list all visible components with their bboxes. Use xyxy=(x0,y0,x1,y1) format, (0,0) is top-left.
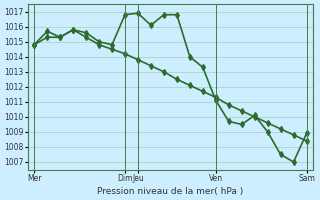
X-axis label: Pression niveau de la mer( hPa ): Pression niveau de la mer( hPa ) xyxy=(97,187,244,196)
